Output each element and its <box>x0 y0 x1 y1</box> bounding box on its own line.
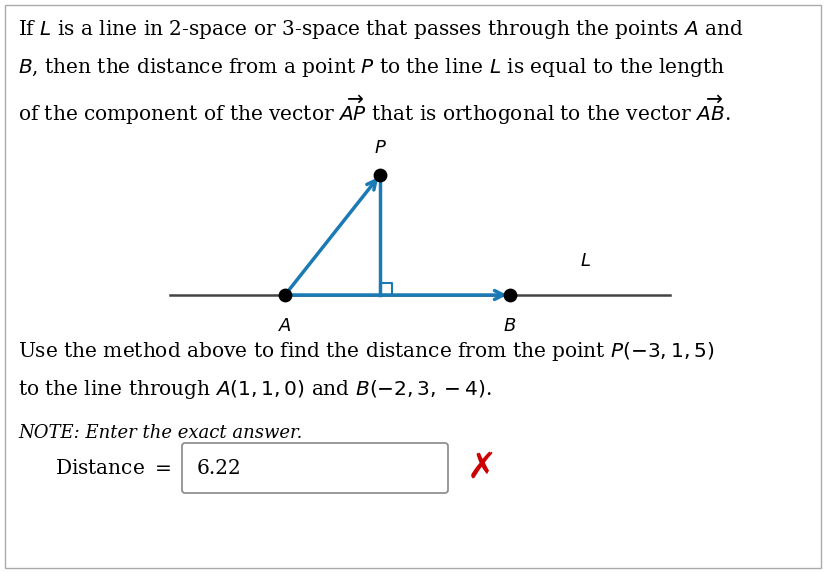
Text: of the component of the vector $\overrightarrow{AP}$ that is orthogonal to the v: of the component of the vector $\overrig… <box>18 94 731 127</box>
Point <box>373 170 387 179</box>
Text: If $L$ is a line in 2-space or 3-space that passes through the points $A$ and: If $L$ is a line in 2-space or 3-space t… <box>18 18 743 41</box>
Text: ✗: ✗ <box>467 451 497 485</box>
Text: $L$: $L$ <box>580 252 591 270</box>
Text: $A$: $A$ <box>278 317 292 335</box>
Text: $P$: $P$ <box>373 139 387 157</box>
Text: NOTE: Enter the exact answer.: NOTE: Enter the exact answer. <box>18 424 302 442</box>
Point <box>278 291 292 300</box>
Text: $B$, then the distance from a point $P$ to the line $L$ is equal to the length: $B$, then the distance from a point $P$ … <box>18 56 725 79</box>
Text: $B$: $B$ <box>503 317 516 335</box>
FancyBboxPatch shape <box>182 443 448 493</box>
Text: Use the method above to find the distance from the point $P(-3,1,5)$: Use the method above to find the distanc… <box>18 340 714 363</box>
Text: to the line through $A(1,1,0)$ and $B(-2,3,-4)$.: to the line through $A(1,1,0)$ and $B(-2… <box>18 378 491 401</box>
Point <box>503 291 516 300</box>
Text: 6.22: 6.22 <box>197 458 242 477</box>
Text: Distance $=$: Distance $=$ <box>55 458 171 477</box>
